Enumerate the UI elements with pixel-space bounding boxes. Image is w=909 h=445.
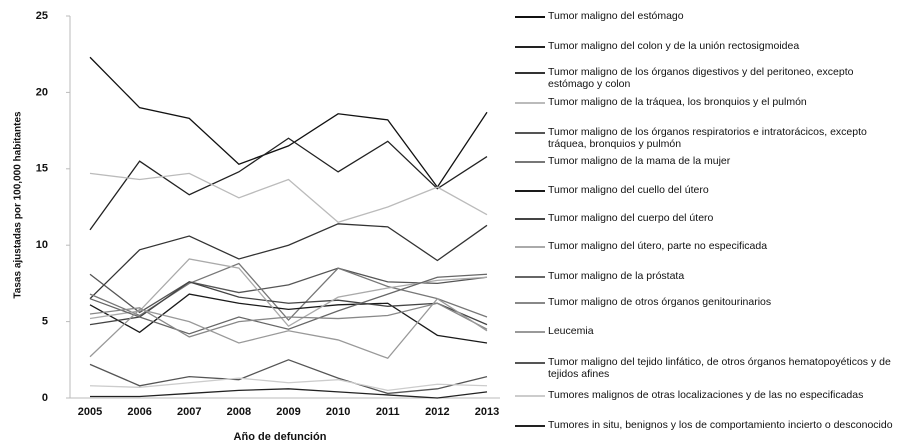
legend-item: Tumor maligno de la próstata xyxy=(515,270,905,282)
legend-swatch xyxy=(515,302,545,304)
legend-item: Tumor maligno de otros órganos genitouri… xyxy=(515,296,905,308)
x-tick-label: 2006 xyxy=(127,406,151,418)
y-tick-label: 5 xyxy=(42,316,48,328)
legend-label: Tumores in situ, benignos y los de compo… xyxy=(548,419,893,431)
series-line xyxy=(89,297,488,360)
legend-label: Leucemia xyxy=(548,325,594,337)
legend-item: Tumor maligno del útero, parte no especi… xyxy=(515,240,905,252)
legend-swatch xyxy=(515,331,545,333)
legend-swatch xyxy=(515,395,545,397)
legend-item: Tumor maligno de los órganos digestivos … xyxy=(515,66,905,90)
x-tick-label: 2005 xyxy=(78,406,102,418)
legend-label: Tumor maligno del tejido linfático, de o… xyxy=(548,356,891,380)
legend-swatch xyxy=(515,16,545,18)
y-tick-label: 25 xyxy=(36,10,48,22)
legend-label: Tumor maligno de los órganos respiratori… xyxy=(548,126,867,150)
legend-swatch xyxy=(515,46,545,48)
series-line xyxy=(89,172,488,224)
x-tick-label: 2010 xyxy=(326,406,350,418)
legend-label: Tumor maligno de otros órganos genitouri… xyxy=(548,296,772,308)
legend-label: Tumor maligno de la próstata xyxy=(548,270,685,282)
x-tick-label: 2012 xyxy=(425,406,449,418)
legend-item: Tumor maligno de los órganos respiratori… xyxy=(515,126,905,150)
series-line xyxy=(89,273,488,335)
plot: Tasas ajustadas por 100,000 habitantes A… xyxy=(13,10,500,443)
legend-item: Tumor maligno del estómago xyxy=(515,10,905,22)
legend-swatch xyxy=(515,246,545,248)
legend-swatch xyxy=(515,276,545,278)
legend-swatch xyxy=(515,132,545,134)
x-tick-label: 2013 xyxy=(475,406,499,418)
legend-item: Leucemia xyxy=(515,325,905,337)
series-line xyxy=(89,377,488,392)
x-tick-label: 2011 xyxy=(376,406,400,418)
legend-item: Tumor maligno del cuello del útero xyxy=(515,184,905,196)
legend-label: Tumor maligno del colon y de la unión re… xyxy=(548,40,800,52)
legend-label: Tumor maligno del cuerpo del útero xyxy=(548,212,714,224)
legend-item: Tumor maligno de la mama de la mujer xyxy=(515,155,905,167)
legend-label: Tumores malignos de otras localizaciones… xyxy=(548,389,864,401)
series-line xyxy=(89,293,488,344)
legend-swatch xyxy=(515,72,545,74)
legend-label: Tumor maligno de la tráquea, los bronqui… xyxy=(548,96,807,108)
series-line xyxy=(89,281,488,326)
legend-swatch xyxy=(515,190,545,192)
series-line xyxy=(89,302,488,338)
legend-label: Tumor maligno de los órganos digestivos … xyxy=(548,66,854,90)
legend-swatch xyxy=(515,425,545,427)
legend-item: Tumores in situ, benignos y los de compo… xyxy=(515,419,905,431)
y-tick-label: 20 xyxy=(36,86,48,98)
series-line xyxy=(89,137,488,231)
legend-swatch xyxy=(515,161,545,163)
legend-item: Tumor maligno del cuerpo del útero xyxy=(515,212,905,224)
y-tick-label: 0 xyxy=(42,392,48,404)
y-tick-label: 15 xyxy=(36,163,48,175)
legend-swatch xyxy=(515,218,545,220)
legend-swatch xyxy=(515,362,545,364)
legend-item: Tumor maligno de la tráquea, los bronqui… xyxy=(515,96,905,108)
series-line xyxy=(89,258,488,328)
legend-swatch xyxy=(515,102,545,104)
legend-label: Tumor maligno del útero, parte no especi… xyxy=(548,240,768,252)
legend-label: Tumor maligno del cuello del útero xyxy=(548,184,709,196)
series-line xyxy=(89,359,488,395)
y-tick-label: 10 xyxy=(36,239,48,251)
series-line xyxy=(90,388,488,399)
series-line xyxy=(89,56,488,189)
x-tick-label: 2007 xyxy=(177,406,201,418)
legend-item: Tumores malignos de otras localizaciones… xyxy=(515,389,905,401)
legend-label: Tumor maligno de la mama de la mujer xyxy=(548,155,731,167)
x-tick-label: 2009 xyxy=(276,406,300,418)
x-tick-label: 2008 xyxy=(227,406,251,418)
y-axis-label: Tasas ajustadas por 100,000 habitantes xyxy=(13,111,24,299)
legend-item: Tumor maligno del colon y de la unión re… xyxy=(515,40,905,52)
legend-item: Tumor maligno del tejido linfático, de o… xyxy=(515,356,905,380)
legend-label: Tumor maligno del estómago xyxy=(548,10,684,22)
x-axis-label: Año de defunción xyxy=(234,431,327,443)
series-line xyxy=(89,223,488,300)
